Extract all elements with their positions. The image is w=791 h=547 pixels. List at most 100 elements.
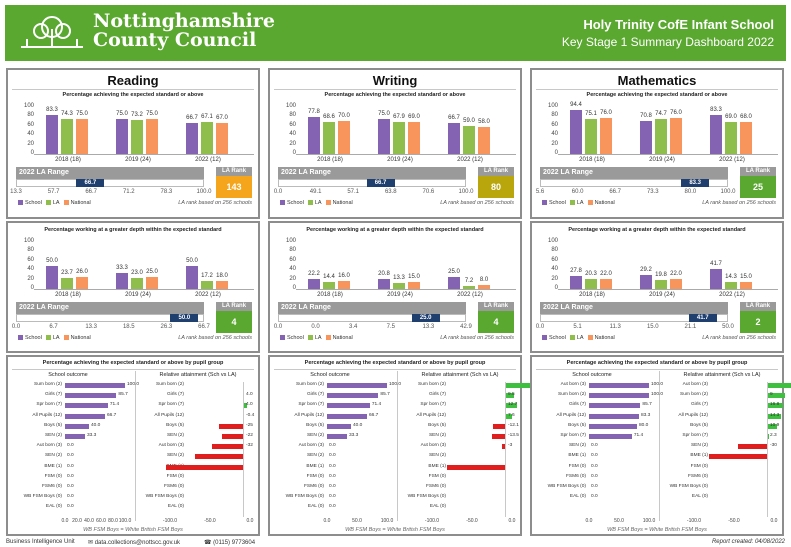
la-range-label: 2022 LA Range — [16, 167, 204, 179]
outcome-axis-tick: 50.0 — [352, 518, 362, 524]
bar-value-label: 70.0 — [338, 113, 350, 120]
y-tick-label: 0 — [292, 285, 296, 291]
y-tick-label: 20 — [289, 275, 296, 282]
bar-national — [216, 280, 228, 289]
group-value: 0.0 — [591, 494, 598, 500]
rel-bar — [194, 454, 243, 460]
legend-la: LA — [52, 200, 60, 206]
rel-value: -0.4 — [246, 412, 255, 418]
group-bar — [65, 393, 117, 399]
rel-group-label: Girls (7) — [690, 402, 708, 408]
rel-group-label: FSM6 (0) — [688, 473, 708, 479]
x-axis-line — [558, 154, 778, 155]
relative-heading: Relative attainment (Sch vs LA) — [421, 372, 499, 378]
bar-la — [131, 278, 143, 289]
rel-value: 2.3 — [770, 433, 777, 438]
y-tick-label: 80 — [551, 247, 558, 254]
y-tick-label: 100 — [547, 103, 558, 109]
bar-school — [186, 265, 198, 289]
footer-email[interactable]: ✉ data.collections@nottscc.gov.uk — [88, 539, 180, 546]
group-bar — [589, 383, 649, 388]
group-label: Boys (5) — [568, 422, 586, 428]
range-tick-label: 63.8 — [384, 189, 397, 195]
bar-school — [640, 120, 652, 154]
bar-la — [61, 277, 73, 289]
outcome-axis-tick: 0.0 — [61, 518, 69, 524]
legend-national-swatch — [63, 335, 69, 341]
group-label: Aut born (3) — [36, 443, 62, 449]
rel-group-label: EAL (0) — [691, 494, 708, 500]
rel-bar — [767, 434, 770, 439]
bar-value-label: 94.4 — [570, 101, 582, 108]
group-label: BME (1) — [44, 463, 62, 469]
mail-icon: ✉ — [88, 540, 95, 546]
rel-bar — [767, 403, 784, 409]
outcome-axis-tick: 40.0 — [84, 518, 94, 524]
group-value: 40.0 — [91, 422, 101, 428]
bar-value-label: 41.7 — [710, 261, 722, 268]
bar-la — [393, 122, 405, 154]
y-tick-label: 0 — [292, 150, 296, 156]
y-tick-label: 0 — [554, 150, 558, 156]
range-tick-label: 42.9 — [460, 324, 472, 330]
group-label: Spr born (7) — [560, 433, 586, 438]
subject-column: Reading Percentage achieving the expected… — [6, 68, 260, 536]
range-tick-label: 66.7 — [198, 324, 210, 330]
group-label: Aut born (3) — [298, 443, 324, 449]
rel-group-label: Aut born (3) — [682, 382, 708, 387]
rel-group-label: FSM6 (0) — [164, 484, 184, 489]
la-range-label: 2022 LA Range — [278, 302, 466, 314]
legend-national-swatch — [587, 200, 593, 206]
rel-bar — [767, 393, 786, 399]
depth-panel: Percentage working at a greater depth wi… — [6, 221, 260, 353]
rel-bar — [505, 383, 544, 388]
range-tick-label: 5.1 — [573, 324, 582, 330]
rel-value: -12.1 — [508, 422, 519, 428]
rel-group-label: Girls (7) — [428, 392, 446, 398]
rank-label: LA Rank — [478, 167, 514, 176]
group-bar — [589, 434, 632, 439]
bar-la — [585, 118, 597, 154]
footer-phone-text: (0115) 9773604 — [213, 540, 256, 546]
range-tick-label: 73.3 — [646, 189, 659, 195]
school-marker: 66.7 — [76, 179, 105, 187]
bar-value-label: 67.9 — [393, 114, 405, 121]
group-label: Girls (7) — [306, 392, 324, 398]
bar-value-label: 27.8 — [570, 267, 582, 274]
group-label: BME (1) — [568, 453, 586, 459]
rel-group-label: Spr born (7) — [420, 402, 446, 408]
y-tick-label: 100 — [547, 238, 558, 244]
school-marker: 66.7 — [366, 179, 395, 187]
bar-national — [338, 121, 350, 154]
group-bar — [65, 383, 125, 388]
bar-national — [600, 118, 612, 154]
bar-value-label: 75.0 — [378, 110, 390, 117]
bar-value-label: 75.0 — [116, 110, 128, 117]
rel-group-label: FSM6 (0) — [426, 484, 446, 489]
rel-bar — [221, 434, 243, 439]
y-tick-label: 80 — [27, 247, 34, 254]
group-label: SEN (2) — [44, 433, 62, 438]
wb-note: WB FSM Boys = White British FSM Boys — [345, 527, 445, 533]
bar-school — [308, 117, 320, 154]
group-label: SEN (2) — [306, 453, 324, 459]
group-value: 0.0 — [329, 484, 336, 489]
bar-value-label: 23.7 — [61, 269, 73, 276]
bar-value-label: 19.8 — [655, 271, 667, 278]
bar-value-label: 25.0 — [146, 269, 158, 276]
footer-created: Report created: 04/08/2022 — [711, 539, 785, 545]
group-label: Spr born (7) — [36, 402, 62, 408]
bar-national — [408, 281, 420, 289]
y-tick-label: 0 — [554, 285, 558, 291]
rel-value: -32 — [246, 443, 253, 449]
bar-value-label: 22.0 — [600, 270, 612, 277]
bar-la — [201, 280, 213, 289]
bar-la — [463, 126, 475, 154]
rel-bar — [505, 403, 518, 409]
y-tick-label: 0 — [30, 285, 34, 291]
bar-value-label: 20.8 — [378, 271, 390, 278]
y-tick-label: 100 — [23, 103, 34, 109]
group-label: Girls (7) — [44, 392, 62, 398]
rel-group-label: WB FSM Boys (0) — [407, 494, 446, 500]
group-value: 100.0 — [651, 382, 664, 387]
